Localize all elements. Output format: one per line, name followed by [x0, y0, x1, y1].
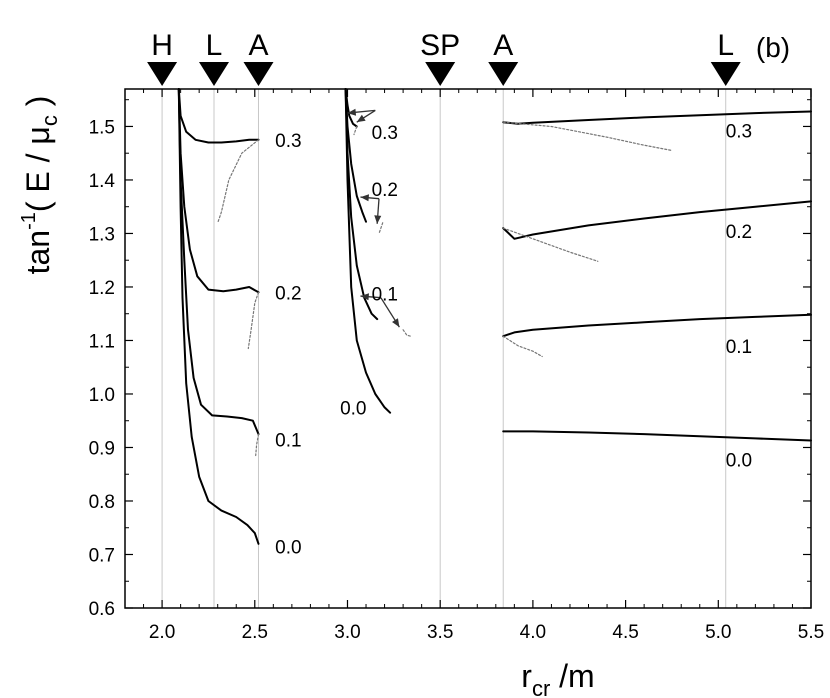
arrowhead-icon	[360, 293, 370, 301]
series-value-label: 0.1	[372, 284, 398, 305]
marker-label: L	[717, 29, 734, 62]
marker-label: SP	[420, 29, 460, 62]
series-line	[502, 313, 812, 338]
x-tick-label: 3.0	[334, 622, 360, 643]
series-value-label: 0.3	[726, 122, 752, 143]
series-line	[502, 227, 599, 262]
marker-triangle-icon	[147, 62, 178, 86]
marker-label: A	[493, 29, 513, 62]
x-tick-label: 2.0	[149, 622, 175, 643]
series-line	[255, 433, 260, 457]
series-value-label: 0.2	[275, 283, 301, 304]
panel-label: (b)	[756, 32, 790, 63]
series-line	[344, 88, 392, 414]
marker-guidelines	[161, 89, 727, 608]
marker-label: A	[248, 29, 268, 62]
series-line	[402, 329, 412, 337]
y-tick-label: 1.2	[89, 278, 115, 299]
arrowhead-icon	[360, 194, 370, 202]
series-value-label: 0.2	[726, 222, 752, 243]
marker-triangle-icon	[243, 62, 274, 86]
series-line	[177, 88, 260, 545]
arrows-layer	[347, 108, 400, 328]
marker-triangle-icon	[710, 62, 741, 86]
x-tick-label: 3.5	[427, 622, 453, 643]
marker-triangle-icon	[488, 62, 519, 86]
series-line	[502, 200, 812, 240]
series-line	[353, 125, 358, 136]
marker-label: H	[151, 29, 173, 62]
series-line	[502, 121, 673, 152]
plot-frame	[124, 88, 812, 609]
series-line	[502, 110, 812, 125]
series-value-label: 0.0	[726, 450, 752, 471]
x-tick-label: 5.0	[705, 622, 731, 643]
y-tick-label: 1.0	[89, 385, 115, 406]
y-tick-label: 0.9	[89, 438, 115, 459]
marker-label: L	[206, 29, 223, 62]
series-labels: 0.3 0.2 0.1 0.0 0.3 0.2 0.1 0.0 0.3 0.2 0.1 0.0	[275, 122, 752, 559]
series-line	[502, 430, 812, 442]
y-axis-title: tan-1( E / μc )	[18, 96, 62, 275]
x-axis-title: rcr /m	[521, 658, 594, 698]
y-tick-label: 1.4	[89, 171, 116, 192]
series-line	[217, 139, 260, 224]
arrowhead-icon	[356, 114, 366, 123]
y-tick-label: 1.1	[89, 331, 115, 352]
x-tick-label: 5.5	[798, 622, 824, 643]
y-axis-ticks: 0.6 0.7 0.8 0.9 1.0 1.1 1.2 1.3 1.4 1.5	[89, 99, 811, 620]
series-line	[344, 88, 367, 223]
special-radius-markers: H L A SP A L	[147, 29, 741, 86]
arrowhead-icon	[347, 108, 357, 116]
series-line	[344, 88, 358, 128]
series-line	[378, 222, 384, 235]
x-axis-ticks: 2.0 2.5 3.0 3.5 4.0 4.5 5.0 5.5	[143, 89, 824, 643]
series-value-label: 0.0	[340, 398, 366, 419]
x-tick-label: 2.5	[242, 622, 268, 643]
y-tick-label: 0.7	[89, 545, 115, 566]
series-value-label: 0.3	[372, 123, 398, 144]
marker-triangle-icon	[425, 62, 456, 86]
arrowhead-icon	[392, 318, 400, 328]
series-value-label: 0.0	[275, 537, 301, 558]
series-line	[247, 291, 260, 350]
y-tick-label: 1.5	[89, 117, 115, 138]
x-tick-label: 4.0	[520, 622, 546, 643]
series-line	[177, 88, 260, 436]
series-line	[344, 88, 379, 321]
x-tick-label: 4.5	[612, 622, 638, 643]
series-line	[177, 88, 260, 144]
y-tick-label: 1.3	[89, 224, 115, 245]
series-line	[177, 88, 260, 294]
arrowhead-icon	[374, 215, 382, 224]
curves-layer	[177, 88, 812, 545]
series-value-label: 0.1	[275, 430, 301, 451]
y-tick-label: 0.8	[89, 492, 115, 513]
marker-triangle-icon	[198, 62, 229, 86]
series-value-label: 0.1	[726, 337, 752, 358]
y-tick-label: 0.6	[89, 599, 115, 620]
series-value-label: 0.3	[275, 131, 301, 152]
series-value-label: 0.2	[372, 180, 398, 201]
series-line	[502, 335, 543, 358]
